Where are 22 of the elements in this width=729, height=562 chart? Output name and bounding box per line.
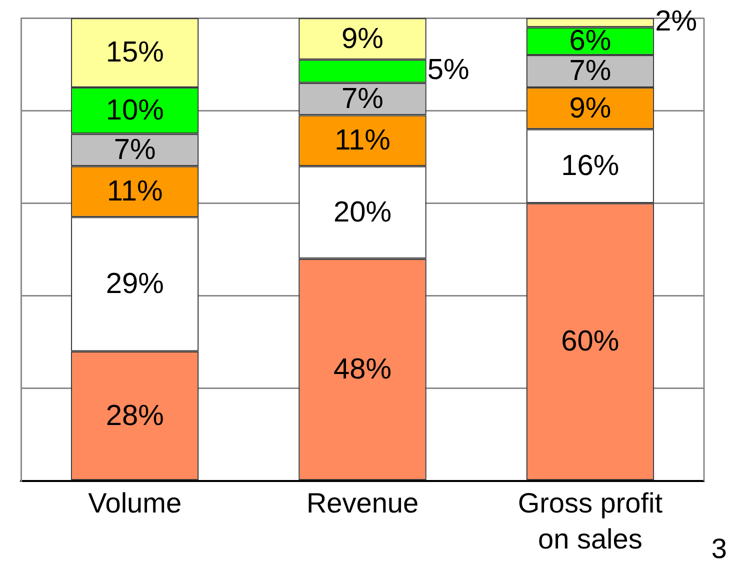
data-label: 9%	[569, 92, 612, 124]
data-label: 7%	[569, 55, 612, 88]
data-label: 9%	[342, 22, 384, 55]
data-label: 60%	[561, 326, 620, 358]
text: 3	[711, 533, 727, 562]
x-tick-label: Gross profit on sales	[518, 488, 663, 554]
data-label: 5%	[427, 54, 470, 86]
data-label: 20%	[333, 196, 392, 228]
data-label: 7%	[114, 134, 156, 166]
data-label: 15%	[106, 36, 164, 69]
x-tick-label: Volume	[88, 488, 182, 519]
data-label: 28%	[106, 400, 164, 432]
data-label: 11%	[106, 176, 163, 208]
data-label: 29%	[106, 268, 164, 300]
x-tick-label: Revenue	[306, 488, 419, 519]
data-label: 16%	[561, 150, 620, 182]
data-label: 10%	[106, 94, 164, 127]
data-label: 7%	[342, 83, 384, 116]
data-label: 48%	[333, 354, 392, 386]
data-label: 2%	[655, 6, 697, 38]
data-label: 6%	[569, 25, 612, 58]
data-label: 11%	[334, 124, 390, 157]
